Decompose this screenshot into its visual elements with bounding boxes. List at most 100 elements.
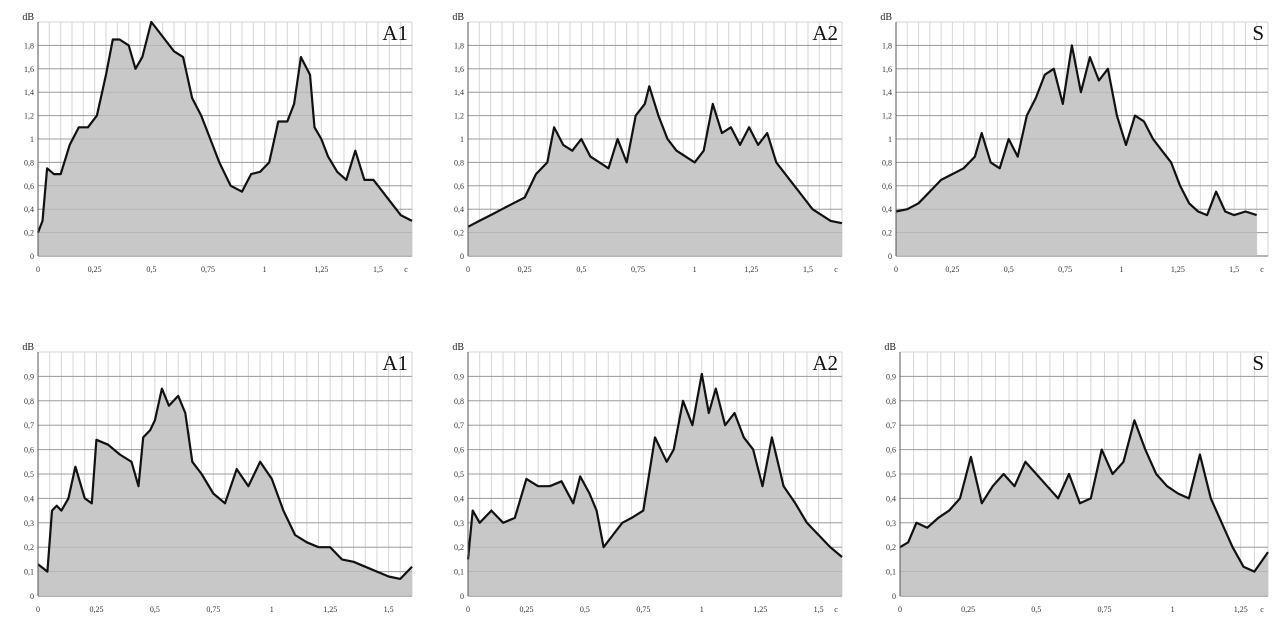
x-tick-label: 0,25 — [518, 265, 532, 274]
y-tick-label: 0,2 — [24, 543, 34, 552]
panel-title: A1 — [382, 21, 408, 45]
panel-title: S — [1252, 21, 1264, 45]
chart-panel-3: 0 0,2 0,4 0,6 0,8 1 1,2 1,4 1,6 1,8 0 0,25 0,5 0,75 1 1… — [880, 12, 1269, 274]
chart-panel-5: 0 0,1 0,2 0,3 0,4 0,5 0,6 0,7 0,8 0,9 0 0,25 0,5 0,75… — [452, 342, 843, 614]
series-area — [38, 388, 412, 596]
y-tick-label: 1,6 — [24, 65, 34, 74]
series-area — [900, 420, 1268, 596]
x-tick-label: 1 — [693, 265, 697, 274]
y-tick-label: 0,3 — [454, 519, 464, 528]
y-tick-label: 1,8 — [882, 41, 892, 50]
x-unit-label: c — [834, 605, 838, 614]
x-tick-label: 0,75 — [1058, 265, 1072, 274]
y-tick-label: 0 — [30, 252, 34, 261]
x-tick-label: 1,5 — [1229, 265, 1239, 274]
y-tick-label: 0,2 — [24, 229, 34, 238]
x-tick-label: 0 — [898, 605, 902, 614]
x-tick-label: 1,25 — [744, 265, 758, 274]
y-tick-label: 0,4 — [454, 494, 464, 503]
x-tick-label: 0,5 — [1004, 265, 1014, 274]
panel-title: A2 — [812, 21, 838, 45]
series-area — [468, 374, 842, 596]
x-tick-label: 0,75 — [1097, 605, 1111, 614]
y-tick-label: 0,9 — [24, 372, 34, 381]
y-tick-label: 0,3 — [886, 519, 896, 528]
y-tick-label: 0,6 — [454, 182, 464, 191]
y-tick-label: 1 — [460, 135, 464, 144]
x-tick-label: 0,5 — [146, 265, 156, 274]
y-tick-label: 0,8 — [454, 397, 464, 406]
y-tick-label: 1,2 — [882, 112, 892, 121]
y-tick-label: 0,4 — [882, 205, 892, 214]
x-tick-label: 1,25 — [314, 265, 328, 274]
y-tick-label: 0 — [30, 592, 34, 601]
panel-title: A2 — [812, 351, 838, 375]
y-tick-label: 0,2 — [454, 229, 464, 238]
x-tick-label: 0,25 — [88, 265, 102, 274]
y-tick-label: 1,4 — [24, 88, 34, 97]
y-tick-label: 0,4 — [454, 205, 464, 214]
series-line — [467, 85, 843, 228]
y-tick-label: 1,4 — [882, 88, 892, 97]
x-tick-label: 0,25 — [89, 605, 103, 614]
y-tick-label: 0,4 — [24, 205, 34, 214]
y-tick-label: 0,6 — [454, 446, 464, 455]
y-tick-label: 0,8 — [886, 397, 896, 406]
y-tick-label: 0,9 — [886, 372, 896, 381]
y-tick-label: 0 — [460, 592, 464, 601]
x-tick-label: 1,5 — [373, 265, 383, 274]
panel-title: A1 — [382, 351, 408, 375]
y-tick-label: 0 — [888, 252, 892, 261]
x-unit-label: c — [1260, 605, 1264, 614]
y-tick-label: 0,5 — [454, 470, 464, 479]
y-tick-label: 1,6 — [882, 65, 892, 74]
x-tick-label: 0 — [36, 605, 40, 614]
y-tick-label: 0,6 — [24, 446, 34, 455]
y-tick-label: 0,3 — [24, 519, 34, 528]
y-tick-label: 0,2 — [454, 543, 464, 552]
series-area — [468, 86, 842, 256]
y-tick-label: 0 — [892, 592, 896, 601]
y-tick-label: 0,6 — [24, 182, 34, 191]
y-tick-label: 0,8 — [24, 397, 34, 406]
x-unit-label: c — [404, 265, 408, 274]
x-tick-label: 1 — [1119, 265, 1123, 274]
x-tick-label: 0,75 — [201, 265, 215, 274]
chart-panel-1: 0 0,2 0,4 0,6 0,8 1 1,2 1,4 1,6 1,8 0 0,25 0,5 0,75 1 1… — [22, 12, 413, 274]
x-tick-label: 1,25 — [1234, 605, 1248, 614]
panel-title: S — [1252, 351, 1264, 375]
series-line — [36, 20, 413, 233]
x-tick-label: 0,25 — [961, 605, 975, 614]
x-tick-label: 0,5 — [580, 605, 590, 614]
series-area — [896, 45, 1257, 257]
x-tick-label: 1,5 — [814, 605, 824, 614]
series-line — [466, 372, 843, 560]
y-tick-label: 0,8 — [24, 158, 34, 167]
y-unit-label: dB — [22, 342, 34, 353]
y-unit-label: dB — [884, 342, 896, 353]
y-tick-label: 1,8 — [454, 41, 464, 50]
x-tick-label: 1,25 — [323, 605, 337, 614]
y-tick-label: 0,2 — [886, 543, 896, 552]
y-tick-label: 0,7 — [24, 421, 34, 430]
x-tick-label: 1,25 — [753, 605, 767, 614]
y-tick-label: 1,2 — [454, 112, 464, 121]
x-tick-label: 1 — [1171, 605, 1175, 614]
x-tick-label: 1,25 — [1171, 265, 1185, 274]
x-unit-label: c — [834, 265, 838, 274]
x-tick-label: 0,5 — [1031, 605, 1041, 614]
y-tick-label: 1,2 — [24, 112, 34, 121]
y-tick-label: 0,7 — [886, 421, 896, 430]
x-tick-label: 0 — [894, 265, 898, 274]
series-line — [37, 387, 413, 580]
y-tick-label: 0,6 — [886, 446, 896, 455]
y-tick-label: 0,1 — [886, 568, 896, 577]
x-tick-label: 0,75 — [206, 605, 220, 614]
y-unit-label: dB — [452, 342, 464, 353]
series-area — [38, 22, 412, 256]
y-tick-label: 0,8 — [882, 158, 892, 167]
y-tick-label: 1,6 — [454, 65, 464, 74]
y-unit-label: dB — [452, 12, 464, 23]
y-tick-label: 0,2 — [882, 229, 892, 238]
y-tick-label: 1,4 — [454, 88, 464, 97]
